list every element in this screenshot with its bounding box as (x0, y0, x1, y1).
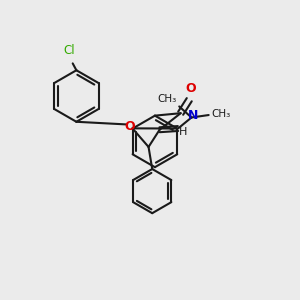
Text: O: O (124, 120, 135, 133)
Text: O: O (186, 82, 196, 95)
Text: N: N (188, 109, 199, 122)
Text: CH₃: CH₃ (212, 109, 231, 119)
Text: H: H (179, 127, 188, 137)
Text: Cl: Cl (63, 44, 75, 57)
Text: CH₃: CH₃ (157, 94, 176, 103)
